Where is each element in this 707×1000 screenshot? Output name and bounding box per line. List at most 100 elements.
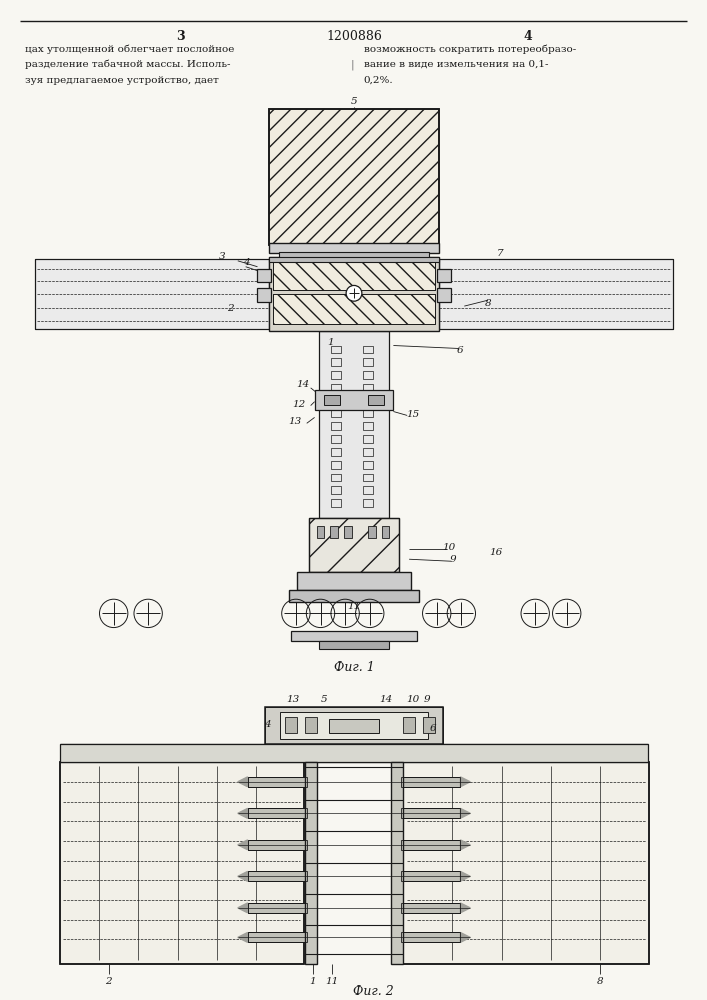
Bar — [273, 294, 435, 324]
Bar — [265, 707, 443, 744]
Bar — [269, 243, 438, 253]
Text: 16: 16 — [489, 548, 503, 557]
Bar — [402, 840, 460, 850]
Bar — [257, 288, 271, 302]
Bar — [332, 499, 341, 507]
Bar — [363, 435, 373, 443]
Bar — [363, 371, 373, 379]
Bar — [402, 777, 460, 787]
Text: 11: 11 — [326, 977, 339, 986]
Bar — [269, 109, 438, 245]
Text: 10: 10 — [407, 695, 420, 704]
Bar — [438, 259, 673, 329]
Bar — [265, 707, 443, 744]
Text: 4: 4 — [523, 30, 532, 43]
Text: 8: 8 — [597, 977, 604, 986]
Bar — [363, 486, 373, 494]
Bar — [332, 422, 341, 430]
Bar — [403, 717, 415, 733]
Polygon shape — [238, 871, 247, 881]
Polygon shape — [460, 871, 470, 881]
Bar — [402, 932, 460, 942]
Bar — [402, 903, 460, 913]
Bar — [285, 717, 297, 733]
Bar — [363, 358, 373, 366]
Polygon shape — [460, 840, 470, 850]
Bar — [363, 474, 373, 481]
Polygon shape — [238, 808, 247, 818]
Bar — [273, 294, 435, 324]
Bar — [363, 499, 373, 507]
Text: 9: 9 — [423, 695, 430, 704]
Text: 4: 4 — [264, 720, 271, 729]
Text: 3: 3 — [218, 252, 226, 261]
Bar — [402, 808, 460, 818]
Polygon shape — [238, 777, 247, 787]
Bar — [289, 590, 419, 602]
Bar — [402, 871, 460, 881]
Bar — [59, 762, 304, 964]
Bar — [363, 461, 373, 469]
Text: 10: 10 — [442, 543, 455, 552]
Bar — [423, 717, 435, 733]
Bar — [247, 808, 307, 818]
Bar — [363, 422, 373, 430]
Bar — [279, 252, 429, 259]
Bar — [35, 259, 269, 329]
Bar — [305, 717, 317, 733]
Bar — [368, 526, 375, 538]
Text: 2: 2 — [105, 977, 112, 986]
Bar — [330, 526, 338, 538]
Text: разделение табачной массы. Исполь-: разделение табачной массы. Исполь- — [25, 60, 230, 69]
Bar — [325, 395, 340, 405]
Polygon shape — [460, 808, 470, 818]
Text: 9: 9 — [450, 555, 457, 564]
Bar — [59, 744, 648, 762]
Bar — [315, 390, 393, 410]
Text: вание в виде измельчения на 0,1-: вание в виде измельчения на 0,1- — [364, 60, 549, 69]
Text: 2: 2 — [226, 304, 233, 313]
Bar — [382, 526, 390, 538]
Polygon shape — [238, 932, 247, 942]
Text: |: | — [350, 60, 354, 70]
Bar — [403, 762, 650, 964]
Bar — [368, 395, 383, 405]
Bar — [247, 777, 307, 787]
Bar — [332, 410, 341, 417]
Text: зуя предлагаемое устройство, дает: зуя предлагаемое устройство, дает — [25, 76, 219, 85]
Bar — [332, 448, 341, 456]
Bar — [437, 269, 450, 282]
Bar — [332, 474, 341, 481]
Bar — [332, 384, 341, 392]
Bar — [280, 712, 428, 739]
Bar — [317, 526, 325, 538]
Bar — [257, 269, 271, 282]
Bar — [332, 461, 341, 469]
Bar — [332, 371, 341, 379]
Bar — [402, 777, 460, 787]
Bar — [247, 871, 307, 881]
Text: 7: 7 — [496, 249, 503, 258]
Text: Фиг. 1: Фиг. 1 — [334, 661, 375, 674]
Bar — [35, 259, 269, 329]
Bar — [402, 903, 460, 913]
Bar — [363, 384, 373, 392]
Bar — [329, 719, 379, 733]
Bar — [344, 526, 352, 538]
Bar — [269, 257, 438, 262]
Bar — [392, 762, 403, 964]
Bar — [402, 932, 460, 942]
Circle shape — [346, 285, 362, 301]
Text: 13: 13 — [288, 417, 301, 426]
Bar — [332, 486, 341, 494]
Text: 12: 12 — [292, 400, 305, 409]
Bar — [247, 871, 307, 881]
Text: 6: 6 — [429, 724, 436, 733]
Text: 5: 5 — [321, 695, 328, 704]
Bar — [247, 840, 307, 850]
Bar — [247, 777, 307, 787]
Bar — [59, 762, 304, 964]
Text: 14: 14 — [296, 380, 310, 389]
Bar — [319, 641, 390, 649]
Bar — [363, 346, 373, 353]
